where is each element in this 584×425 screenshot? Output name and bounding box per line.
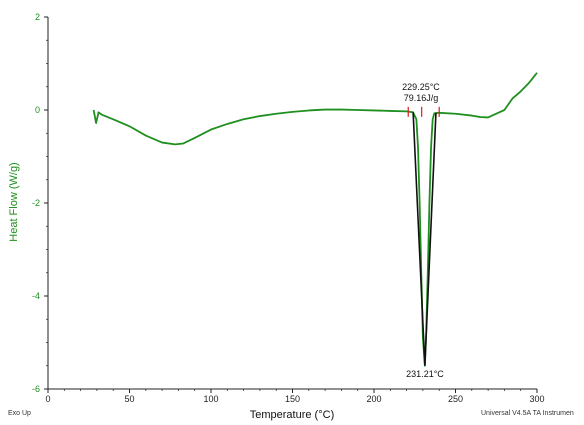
instrument-label: Universal V4.5A TA Instrumen [481, 410, 574, 417]
x-tick-label: 100 [203, 394, 218, 404]
y-tick-label: -4 [32, 291, 40, 301]
peak-temp-label: 231.21°C [406, 369, 444, 379]
onset-temp-label: 229.25°C [402, 82, 440, 92]
peak-integration-line [412, 112, 437, 366]
x-tick-label: 50 [124, 394, 134, 404]
y-axis-label: Heat Flow (W/g) [8, 162, 20, 241]
annotations: 229.25°C 79.16J/g 231.21°C [402, 82, 444, 379]
y-tick-label: 2 [35, 12, 40, 22]
y-tick-label: 0 [35, 105, 40, 115]
y-tick-label: -2 [32, 198, 40, 208]
plot-area [92, 72, 538, 367]
heat-flow-curve [92, 72, 538, 367]
x-tick-label: 300 [529, 394, 544, 404]
x-tick-label: 200 [366, 394, 381, 404]
x-tick-label: 0 [45, 394, 50, 404]
exo-up-label: Exo Up [8, 410, 31, 417]
x-tick-label: 150 [285, 394, 300, 404]
x-tick-label: 250 [448, 394, 463, 404]
y-tick-label: -6 [32, 384, 40, 394]
axes: 0 50 100 150 200 250 300 -6 -4 -2 0 2 [32, 12, 545, 404]
enthalpy-label: 79.16J/g [404, 93, 439, 103]
x-axis-label: Temperature (°C) [250, 409, 334, 421]
